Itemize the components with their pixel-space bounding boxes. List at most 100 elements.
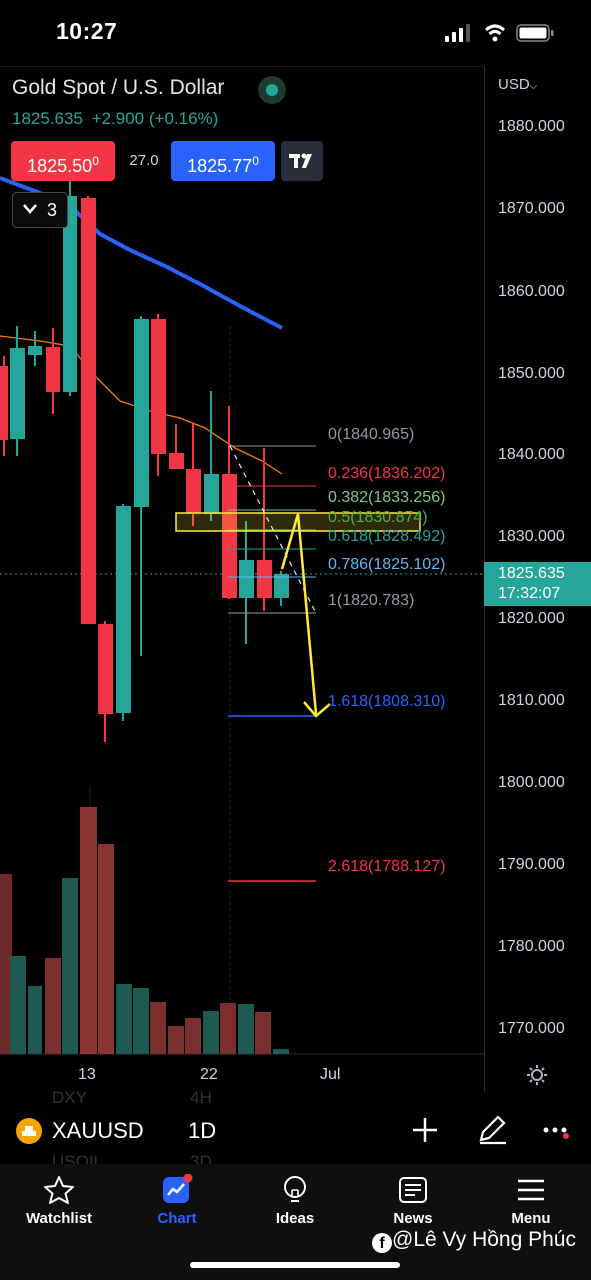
price-tick: 1830.000	[498, 528, 565, 545]
candle-bar	[98, 621, 113, 742]
tab-news[interactable]: News	[363, 1164, 463, 1227]
tab-label: Menu	[511, 1210, 551, 1227]
background-interval: 4H	[190, 1088, 212, 1107]
fib-label: 2.618(1788.127)	[328, 858, 446, 875]
fib-label: 0.5(1830.874)	[328, 509, 428, 526]
price-tick: 1870.000	[498, 200, 565, 217]
tab-label: Watchlist	[25, 1210, 93, 1227]
volume-bars	[0, 807, 289, 1054]
buy-button[interactable]: 1825.770	[171, 141, 275, 181]
interval-button[interactable]: 1D	[188, 1118, 217, 1143]
symbol-button[interactable]: XAUUSD	[52, 1118, 144, 1143]
candle-bar	[204, 391, 219, 521]
price-tick: 1780.000	[498, 938, 565, 955]
watermark-text: @Lê Vy Hồng Phúc	[392, 1228, 576, 1251]
volume-bar	[10, 956, 26, 1054]
chevron-down-icon: ⌵	[529, 81, 538, 92]
price-change-line: 1825.635 +2.900 (+0.16%)	[12, 109, 218, 129]
moving-average-orange	[0, 335, 283, 475]
sell-price-sup: 0	[92, 154, 99, 168]
tab-watchlist[interactable]: Watchlist	[9, 1164, 109, 1227]
volume-bar	[133, 988, 149, 1054]
candle-bar	[169, 424, 184, 469]
projection-arrow[interactable]	[280, 513, 331, 718]
buy-price-sup: 0	[252, 154, 259, 168]
plus-icon[interactable]	[412, 1117, 438, 1143]
volume-bar	[150, 1002, 166, 1054]
fibonacci-retracement[interactable]	[228, 445, 317, 882]
volume-bar	[238, 1004, 254, 1054]
time-axis[interactable]: 13 22 Jul	[0, 1054, 591, 1092]
price-tick: 1800.000	[498, 774, 565, 791]
current-price-tag: 1825.635 17:32:07	[484, 562, 591, 606]
last-price: 1825.635	[12, 109, 83, 128]
volume-bar	[98, 844, 114, 1054]
candle-bar	[63, 176, 77, 396]
fib-label: 0(1840.965)	[328, 426, 415, 443]
price-change: +2.900	[91, 109, 145, 128]
fib-label: 0.382(1833.256)	[328, 489, 446, 506]
hamburger-icon	[518, 1179, 544, 1201]
tab-label: News	[393, 1210, 433, 1227]
candle-bar	[151, 314, 166, 476]
tradingview-logo-icon[interactable]	[281, 141, 323, 181]
market-open-icon	[258, 76, 286, 104]
candle-bar	[28, 331, 42, 366]
volume-bar	[0, 874, 12, 1054]
tab-chart[interactable]: Chart	[127, 1164, 227, 1227]
candle-bar	[0, 356, 8, 456]
more-options-icon[interactable]	[543, 1122, 573, 1140]
price-tick: 1880.000	[498, 118, 565, 135]
status-time: 10:27	[56, 18, 118, 44]
candle-bar	[116, 504, 131, 721]
candle-bar	[46, 328, 60, 414]
symbol-title[interactable]: Gold Spot / U.S. Dollar	[12, 76, 225, 99]
price-chart[interactable]	[0, 66, 484, 1092]
candle-bar	[239, 521, 254, 644]
indicators-count: 3	[47, 200, 58, 220]
volume-bar	[185, 1018, 201, 1054]
bar-countdown: 17:32:07	[498, 585, 561, 602]
volume-bar	[45, 958, 61, 1054]
facebook-icon: f	[372, 1233, 392, 1253]
indicators-toggle[interactable]: 3	[12, 192, 68, 228]
sell-price: 1825.50	[27, 156, 93, 176]
fib-label: 0.618(1828.492)	[328, 528, 446, 545]
candle-bar	[134, 316, 149, 656]
volume-bar	[62, 878, 78, 1054]
candle-bar	[274, 571, 289, 606]
battery-icon	[516, 24, 554, 42]
author-watermark: f @Lê Vy Hồng Phúc	[372, 1228, 576, 1253]
currency-selector[interactable]: USD⌵	[498, 76, 537, 93]
spread-value: 27.0	[129, 152, 159, 169]
settings-gear-icon[interactable]	[526, 1064, 548, 1086]
candlesticks	[0, 176, 289, 742]
volume-bar	[28, 986, 42, 1054]
lightbulb-icon	[284, 1176, 306, 1202]
price-tick: 1810.000	[498, 692, 565, 709]
price-tick: 1790.000	[498, 856, 565, 873]
status-icons	[445, 24, 554, 42]
volume-bar	[220, 1003, 236, 1054]
tab-label: Chart	[157, 1210, 197, 1227]
tab-label: Ideas	[275, 1210, 315, 1227]
currency-label: USD	[498, 76, 530, 93]
drawing-pen-icon[interactable]	[476, 1114, 508, 1146]
news-icon	[399, 1177, 427, 1203]
time-tick: Jul	[320, 1066, 341, 1083]
time-tick: 22	[200, 1066, 218, 1083]
volume-bar	[168, 1026, 184, 1054]
chart-icon	[163, 1174, 193, 1203]
tab-ideas[interactable]: Ideas	[245, 1164, 345, 1227]
background-symbol: DXY	[52, 1088, 87, 1107]
price-tick: 1840.000	[498, 446, 565, 463]
candle-bar	[81, 196, 96, 624]
fib-label: 0.786(1825.102)	[328, 556, 446, 573]
tab-menu[interactable]: Menu	[481, 1164, 581, 1227]
bottom-tab-bar: Watchlist Chart Ideas News Menu	[0, 1164, 591, 1280]
sell-button[interactable]: 1825.500	[11, 141, 115, 181]
volume-bar	[116, 984, 132, 1054]
time-tick: 13	[78, 1066, 96, 1083]
price-tick: 1850.000	[498, 365, 565, 382]
buy-price: 1825.77	[187, 156, 253, 176]
